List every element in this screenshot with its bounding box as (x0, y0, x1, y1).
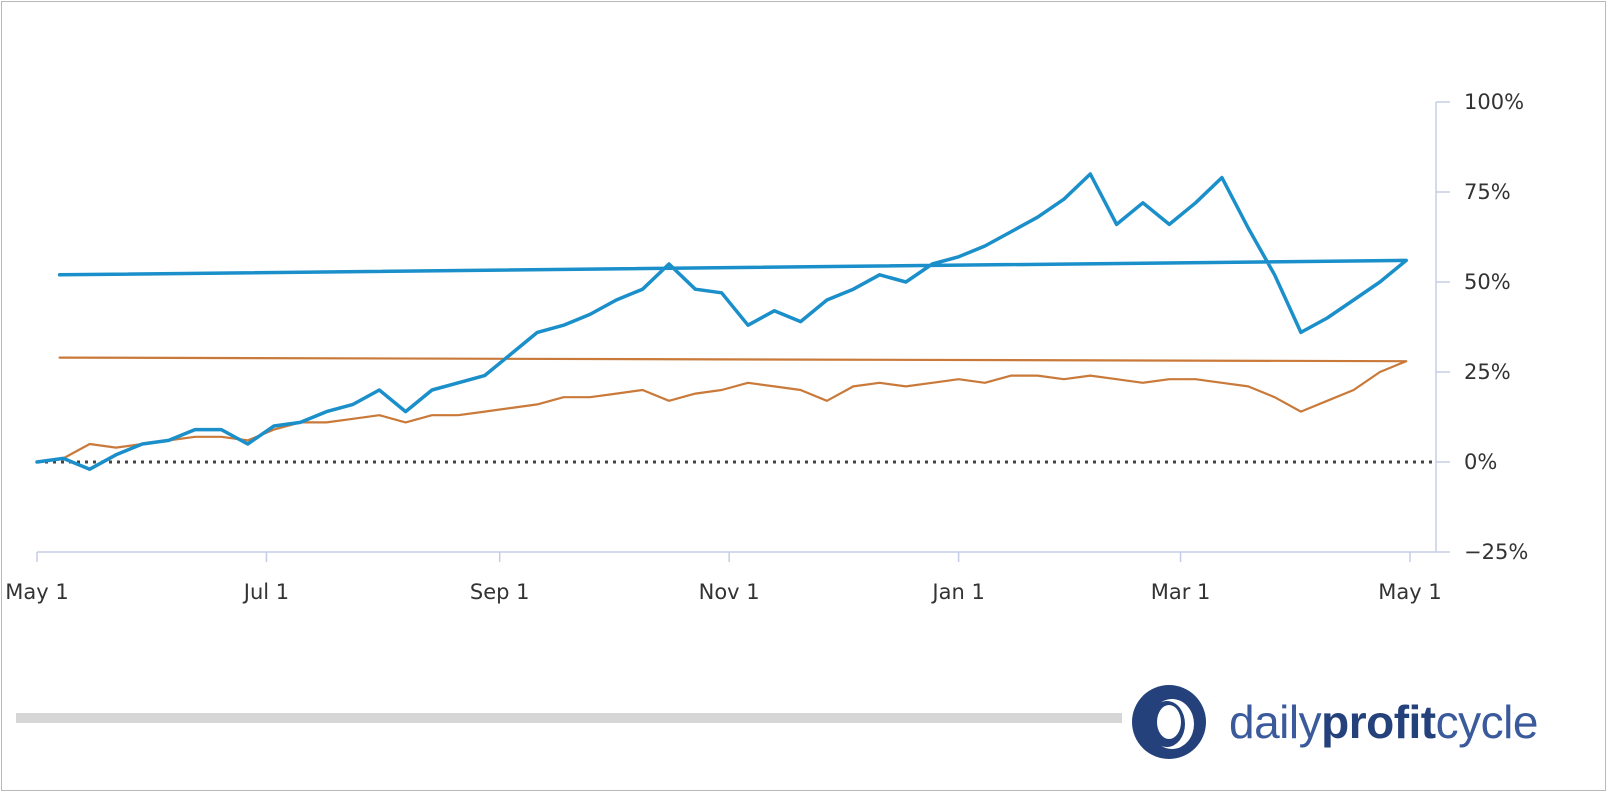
series-line-orange (35, 356, 1408, 464)
brand-wordmark: dailyprofitcycle (1229, 695, 1538, 749)
series-line-blue (35, 172, 1408, 471)
x-tick-label: Mar 1 (1151, 580, 1211, 604)
line-chart: May 1 Jul 1 Sep 1 Nov 1 Jan 1 Mar 1 May 1 100% 7… (5, 90, 1528, 604)
brand-word-profit: profit (1321, 696, 1436, 748)
x-tick-label: Jan 1 (930, 580, 984, 604)
x-tick-label: Jul 1 (242, 580, 289, 604)
x-tick-label: Sep 1 (470, 580, 530, 604)
brand-word-daily: daily (1229, 696, 1322, 748)
x-tick-label: May 1 (1378, 580, 1441, 604)
y-tick-label: 100% (1464, 90, 1524, 114)
y-tick-label: 0% (1464, 450, 1497, 474)
ring-logo-icon (1132, 685, 1206, 759)
brand-logo: dailyprofitcycle (1129, 682, 1538, 762)
y-tick-label: 50% (1464, 270, 1511, 294)
x-tick-label: May 1 (5, 580, 68, 604)
y-tick-label: −25% (1464, 540, 1528, 564)
brand-word-cycle: cycle (1435, 696, 1539, 748)
y-tick-label: 75% (1464, 180, 1511, 204)
x-tick-label: Nov 1 (699, 580, 760, 604)
footer-divider-bar (16, 713, 1122, 723)
y-tick-label: 25% (1464, 360, 1511, 384)
